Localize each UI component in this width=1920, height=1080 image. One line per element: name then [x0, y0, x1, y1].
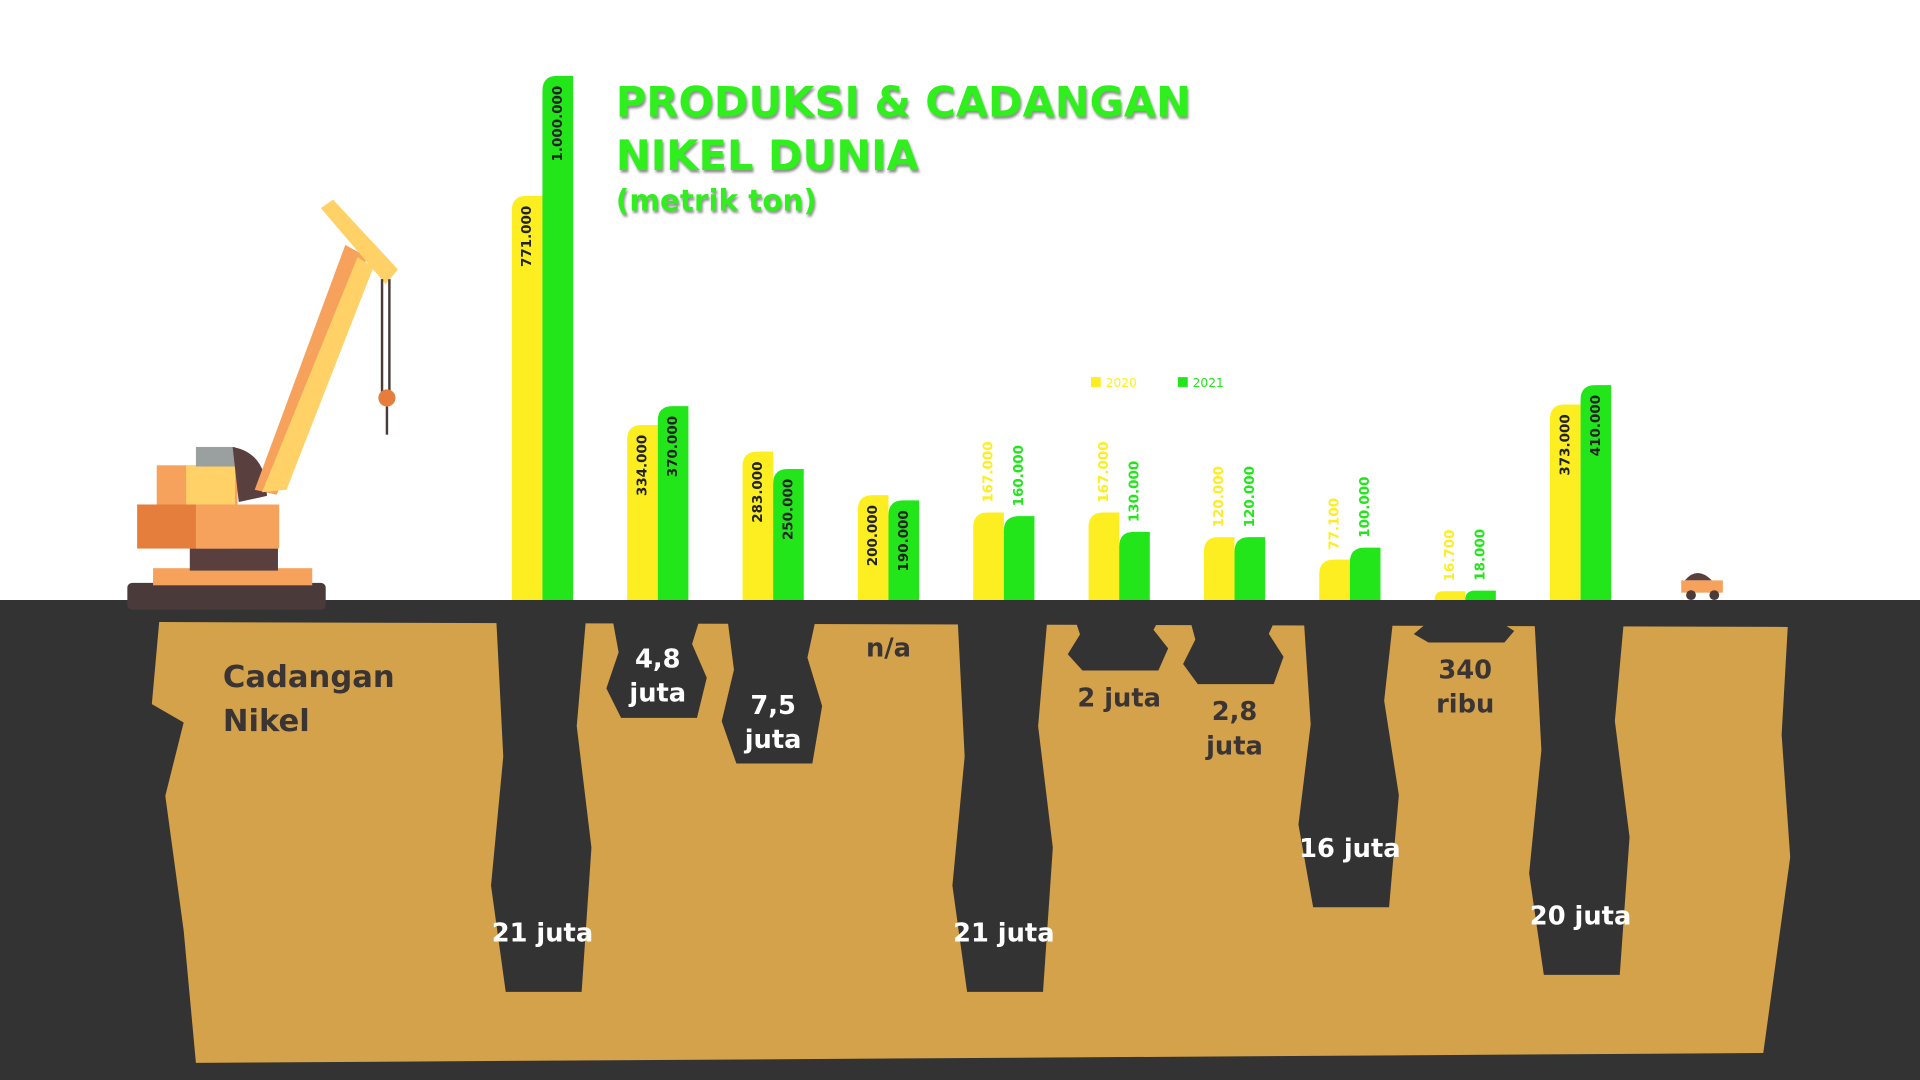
reserve-pit	[1413, 612, 1515, 643]
reserve-pit	[606, 612, 707, 718]
value-label: 167.000	[1097, 441, 1112, 502]
reserve-pit	[721, 612, 823, 764]
crane-track	[127, 582, 326, 610]
chart-subtitle: (metrik ton)	[615, 183, 817, 218]
reserve-pit	[1298, 612, 1399, 908]
bar	[1465, 590, 1496, 600]
reserve-label-box: 16 juta	[1299, 833, 1401, 864]
value-label: 190.000	[897, 510, 912, 571]
crane-arm-tip	[320, 199, 398, 285]
bar	[627, 424, 658, 600]
bar	[888, 500, 920, 600]
value-label: 373.000	[1558, 414, 1573, 475]
value-label: 771.000	[520, 206, 535, 267]
reserve-label: 2 juta	[1077, 682, 1161, 713]
chart-title: PRODUKSI & CADANGAN NIKEL DUNIA	[615, 78, 1191, 182]
reserve-label: 21 juta	[491, 918, 594, 948]
bar	[773, 468, 804, 600]
bar	[1319, 559, 1350, 600]
bar	[742, 451, 774, 600]
bar	[1549, 404, 1581, 600]
legend-swatch	[1091, 377, 1101, 387]
bar	[857, 495, 889, 600]
value-label: 283.000	[751, 461, 766, 522]
legend-label: 2021	[1193, 376, 1224, 390]
bar	[1119, 531, 1150, 600]
reserve-pit	[1067, 612, 1169, 671]
reserve-label-box: n/a	[865, 633, 912, 663]
value-label: 167.000	[982, 441, 997, 502]
bar	[973, 512, 1004, 600]
bar	[1234, 537, 1266, 600]
crane-body	[189, 548, 278, 571]
reserve-label-box: 2 juta	[1077, 682, 1161, 713]
value-label: 18.000	[1474, 529, 1489, 581]
title-box: PRODUKSI & CADANGAN NIKEL DUNIA (metrik …	[615, 78, 1191, 218]
value-label: 1.000.000	[551, 86, 566, 162]
reserve-label-box: 21 juta	[953, 918, 1055, 948]
value-label: 100.000	[1358, 477, 1373, 538]
value-label: 160.000	[1012, 445, 1027, 506]
value-label: 130.000	[1127, 461, 1142, 522]
reserve-label-box: 4,8 juta	[629, 644, 687, 709]
bar	[542, 75, 574, 601]
reserve-pit	[491, 612, 592, 992]
crane	[127, 199, 398, 610]
value-label: 370.000	[666, 416, 681, 477]
reserve-label-box: 21 juta	[491, 918, 594, 948]
crane-hook	[378, 389, 396, 407]
crane-base	[153, 568, 313, 586]
reserve-label: 20 juta	[1529, 901, 1632, 931]
reserves-label-box: Cadangan Nikel	[222, 658, 395, 739]
crane-cab-top	[186, 465, 236, 505]
value-label: 200.000	[866, 505, 881, 566]
reserve-label: 4,8 juta	[629, 644, 687, 709]
reserves-label: Cadangan Nikel	[222, 658, 395, 739]
reserve-label: n/a	[865, 633, 912, 663]
truck-wheel	[1709, 590, 1720, 600]
reserve-label-box: 340 ribu	[1436, 654, 1495, 719]
bar	[1088, 512, 1120, 600]
truck-body	[1681, 580, 1723, 593]
bar	[1349, 547, 1381, 600]
reserve-pit	[1529, 612, 1630, 975]
bar	[1203, 537, 1235, 600]
legend-swatch	[1177, 377, 1188, 387]
truck-load	[1684, 573, 1712, 581]
crane-cab	[195, 504, 280, 549]
reserve-label: 2,8 juta	[1206, 696, 1263, 760]
reserve-label-box: 20 juta	[1529, 901, 1632, 931]
reserve-label: 7,5 juta	[744, 690, 802, 754]
bar	[657, 406, 689, 600]
truck	[1681, 573, 1723, 600]
value-label: 410.000	[1589, 395, 1604, 456]
value-label: 334.000	[635, 435, 650, 496]
value-label: 120.000	[1243, 466, 1258, 527]
reserve-label: 21 juta	[953, 918, 1055, 948]
bar	[1580, 385, 1612, 600]
reserve-label-box: 7,5 juta	[744, 690, 802, 754]
reserve-pit	[1183, 612, 1284, 685]
bar	[1434, 591, 1466, 600]
value-label: 120.000	[1212, 466, 1227, 527]
value-label: 77.100	[1328, 498, 1343, 550]
truck-wheel	[1686, 590, 1696, 600]
reserve-pit	[952, 612, 1053, 992]
reserve-label-box: 2,8 juta	[1206, 696, 1263, 760]
crane-arm	[262, 257, 374, 493]
value-label: 16.700	[1443, 530, 1458, 582]
bar	[1003, 516, 1035, 600]
legend-label: 2020	[1106, 376, 1137, 390]
reserve-label: 16 juta	[1299, 833, 1401, 864]
bar	[511, 195, 543, 601]
crane-exhaust	[195, 446, 236, 467]
value-label: 250.000	[781, 479, 796, 540]
reserve-label: 340 ribu	[1436, 654, 1495, 719]
